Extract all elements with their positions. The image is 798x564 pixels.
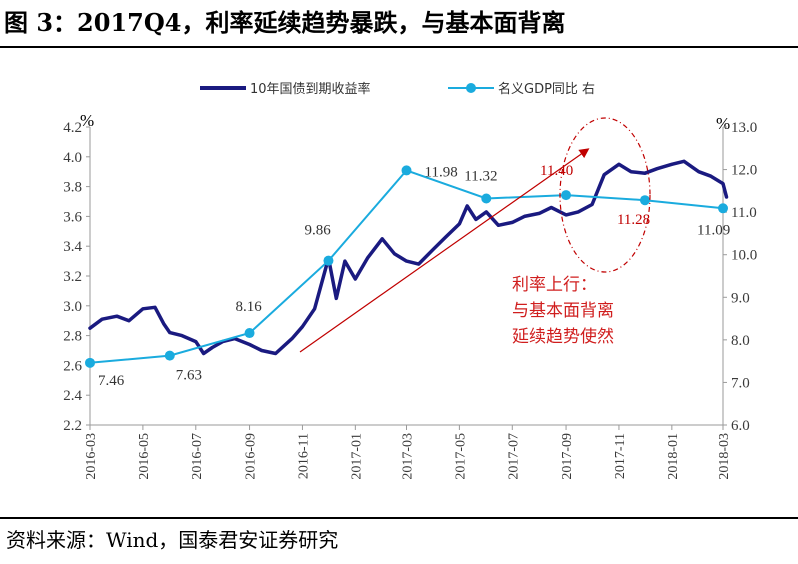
gdp-point [639, 195, 650, 206]
right-tick-label: 7.0 [731, 375, 750, 391]
annotation-line-3: 延续趋势使然 [512, 326, 614, 347]
right-tick-label: 12.0 [731, 163, 757, 179]
legend: 10年国债到期收益率 名义GDP同比 右 [200, 81, 595, 97]
gdp-data-label: 11.09 [697, 222, 730, 238]
left-tick-label: 4.2 [63, 120, 82, 136]
gdp-point [718, 203, 728, 214]
left-tick-label: 2.2 [63, 418, 82, 434]
gdp-point [85, 357, 95, 368]
gdp-growth-line [89, 169, 724, 364]
x-tick-label: 2018-01 [666, 433, 681, 480]
chart: 10年国债到期收益率 名义GDP同比 右 % % 2.2 2.4 2.6 2.8 3.0… [63, 81, 757, 480]
x-tick-label: 2017-01 [349, 433, 364, 480]
annotation-line-2: 与基本面背离 [512, 301, 614, 321]
gdp-data-label: 7.63 [176, 368, 202, 384]
gdp-data-label: 7.46 [98, 373, 125, 389]
gdp-point [323, 255, 334, 266]
footer-rule [0, 517, 798, 519]
legend-label-gdp: 名义GDP同比 右 [498, 81, 595, 97]
x-tick-label: 2016-07 [190, 433, 205, 480]
annotation-arrow [299, 148, 590, 353]
right-tick-label: 8.0 [731, 333, 750, 349]
x-tick-label: 2016-05 [137, 433, 152, 480]
gdp-data-label: 11.98 [425, 164, 458, 180]
right-tick-label: 13.0 [731, 120, 757, 136]
annotation-note: 利率上行： 与基本面背离 延续趋势使然 [512, 275, 614, 347]
right-tick-label: 10.0 [731, 248, 757, 264]
left-tick-label: 3.0 [63, 299, 82, 315]
gdp-point [401, 165, 412, 176]
x-tick-label: 2017-11 [613, 433, 628, 479]
highlight-ellipse [559, 117, 651, 273]
source-note: 资料来源：Wind，国泰君安证券研究 [6, 528, 339, 552]
x-tick-label: 2017-05 [453, 433, 468, 480]
x-tick-label: 2016-11 [296, 433, 311, 479]
right-tick-label: 11.0 [731, 205, 757, 221]
gdp-data-label: 8.16 [236, 299, 263, 315]
trend-arrow [299, 148, 590, 353]
figure-title: 图 3：2017Q4，利率延续趋势暴跌，与基本面背离 [4, 8, 566, 37]
x-tick-label: 2017-09 [560, 433, 575, 480]
left-tick-label: 2.4 [63, 388, 82, 404]
gdp-data-label: 9.86 [304, 223, 331, 239]
gdp-data-label: 11.32 [464, 169, 497, 185]
x-tick-label: 2016-09 [244, 433, 259, 480]
x-tick-label: 2017-07 [506, 433, 521, 480]
legend-marker-gdp [466, 83, 476, 93]
left-tick-label: 2.8 [63, 329, 82, 345]
gdp-point [561, 190, 572, 201]
axes: 2.2 2.4 2.6 2.8 3.0 3.2 3.4 3.6 3.8 4.0 4.2 6.0 7.0 8… [63, 120, 757, 480]
right-tick-label: 9.0 [731, 290, 750, 306]
series-bond [88, 159, 729, 356]
annotation-line-1: 利率上行： [512, 275, 597, 295]
left-tick-label: 3.6 [63, 209, 82, 225]
left-tick-label: 2.6 [63, 358, 82, 374]
right-tick-label: 6.0 [731, 418, 750, 434]
left-tick-label: 3.8 [63, 180, 82, 196]
gdp-data-label: 11.28 [617, 212, 650, 228]
gdp-point [164, 350, 175, 361]
left-tick-label: 4.0 [63, 150, 82, 166]
right-unit-label: % [716, 114, 730, 133]
x-tick-label: 2018-03 [717, 433, 732, 480]
legend-label-bond: 10年国债到期收益率 [250, 81, 371, 97]
x-tick-label: 2017-03 [401, 433, 416, 480]
title-rule [0, 46, 798, 48]
left-tick-label: 3.4 [63, 239, 82, 255]
bond-yield-line [88, 159, 729, 356]
gdp-point [244, 328, 255, 339]
gdp-point [481, 193, 492, 204]
left-tick-label: 3.2 [63, 269, 82, 285]
left-unit-label: % [80, 111, 94, 130]
x-tick-label: 2016-03 [84, 433, 99, 480]
series-gdp: 7.467.638.169.8611.9811.3211.4011.2811.0… [85, 163, 730, 389]
